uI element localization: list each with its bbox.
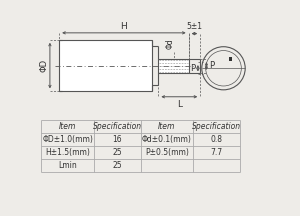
Text: P: P: [190, 64, 196, 73]
Text: Specification: Specification: [192, 122, 241, 131]
Text: 25: 25: [112, 161, 122, 170]
Text: L: L: [177, 100, 182, 109]
Text: Φd: Φd: [166, 38, 175, 49]
Text: Item: Item: [158, 122, 175, 131]
Text: Φd±0.1(mm): Φd±0.1(mm): [142, 135, 192, 144]
Text: Item: Item: [59, 122, 76, 131]
Text: Specification: Specification: [93, 122, 142, 131]
Text: P±0.5(mm): P±0.5(mm): [145, 148, 189, 157]
Text: P: P: [209, 62, 214, 70]
Text: ΦD±1.0(mm): ΦD±1.0(mm): [42, 135, 93, 144]
Bar: [59, 40, 152, 91]
Text: 5±1: 5±1: [186, 22, 203, 31]
Text: H: H: [121, 22, 127, 30]
Text: 7.7: 7.7: [211, 148, 223, 157]
Text: 16: 16: [112, 135, 122, 144]
Text: 0.8: 0.8: [211, 135, 223, 144]
Bar: [158, 59, 189, 73]
Text: H±1.5(mm): H±1.5(mm): [45, 148, 90, 157]
Text: 25: 25: [112, 148, 122, 157]
Text: Lmin: Lmin: [58, 161, 77, 170]
Bar: [229, 57, 232, 60]
Text: ΦD: ΦD: [40, 59, 49, 72]
